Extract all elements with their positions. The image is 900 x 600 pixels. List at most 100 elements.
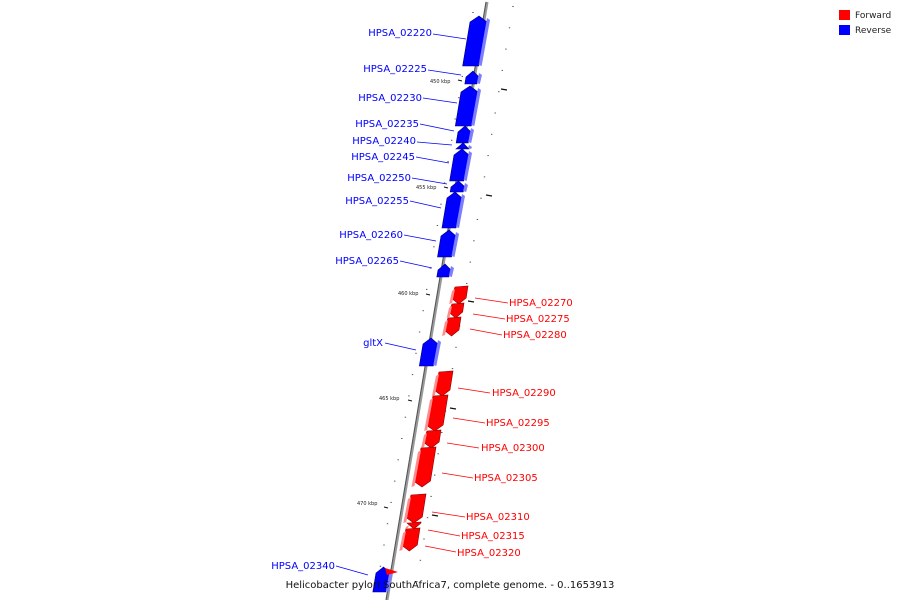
gene-name: HPSA_02265: [335, 256, 399, 267]
gene-features: [372, 15, 490, 593]
gene-feature-hpsa-02240[interactable]: [455, 142, 470, 150]
gene-name: HPSA_02320: [457, 548, 521, 559]
minor-tick: [423, 538, 425, 540]
gene-name: HPSA_02245: [351, 152, 415, 163]
minor-tick: [379, 565, 382, 567]
minor-tick: [451, 139, 453, 141]
gene-name: HPSA_02255: [345, 196, 409, 207]
gene-label-hpsa-02300[interactable]: HPSA_02300: [446, 442, 545, 454]
gene-label-hpsa-02290[interactable]: HPSA_02290: [457, 387, 556, 399]
gene-feature-hpsa-02265[interactable]: [436, 263, 452, 278]
gene-label-hpsa-02265[interactable]: HPSA_02265: [335, 256, 433, 269]
gene-feature-shade: [468, 128, 474, 143]
gene-feature-shade: [404, 525, 409, 529]
legend-label-reverse: Reverse: [855, 26, 892, 36]
gene-label-hpsa-02225[interactable]: HPSA_02225: [363, 64, 462, 76]
minor-tick: [473, 240, 475, 242]
minor-tick: [443, 182, 446, 184]
gene-feature-shade: [441, 320, 448, 336]
minor-tick: [430, 495, 432, 497]
gene-feature-hpsa-02245[interactable]: [449, 148, 470, 182]
gene-label-hpsa-02320[interactable]: HPSA_02320: [424, 545, 521, 559]
partial-forward-feature: [385, 568, 398, 575]
minor-tick: [437, 453, 439, 455]
gene-feature-gltx[interactable]: [418, 337, 439, 367]
minor-tick: [451, 368, 454, 370]
tick-label: 470 kbp: [357, 501, 377, 507]
minor-tick: [441, 432, 443, 433]
minor-tick: [418, 331, 421, 333]
gene-label-hpsa-02295[interactable]: HPSA_02295: [452, 417, 550, 429]
minor-tick: [404, 416, 407, 418]
gene-name: HPSA_02290: [492, 388, 556, 399]
gene-label-hpsa-02245[interactable]: HPSA_02245: [351, 152, 450, 164]
gene-label-hpsa-02270[interactable]: HPSA_02270: [474, 297, 573, 309]
gene-feature-hpsa-02260[interactable]: [437, 229, 457, 258]
gene-feature-hpsa-02225[interactable]: [464, 70, 480, 85]
legend: Forward Reverse: [839, 10, 892, 36]
gene-feature-shade: [449, 289, 455, 304]
gene-name: gltX: [363, 338, 383, 349]
legend-item-reverse[interactable]: Reverse: [839, 25, 892, 36]
gene-feature-hpsa-02315[interactable]: [406, 521, 422, 530]
gene-label-hpsa-02260[interactable]: HPSA_02260: [339, 230, 437, 242]
minor-tick: [494, 112, 496, 114]
gene-label-hpsa-02220[interactable]: HPSA_02220: [368, 28, 467, 40]
gene-feature-shade: [448, 266, 454, 277]
gene-label-hpsa-02275[interactable]: HPSA_02275: [472, 313, 570, 325]
gene-label-hpsa-02305[interactable]: HPSA_02305: [441, 472, 538, 484]
gene-label-hpsa-02250[interactable]: HPSA_02250: [347, 173, 448, 185]
gene-feature-hpsa-02250[interactable]: [449, 180, 466, 193]
minor-tick: [447, 161, 449, 163]
gene-labels: HPSA_02220 HPSA_02225 HPSA_02230 HPSA_02…: [271, 28, 573, 576]
minor-tick: [408, 395, 410, 397]
gene-name: HPSA_02230: [358, 93, 422, 104]
minor-tick: [461, 75, 463, 77]
gene-label-hpsa-02310[interactable]: HPSA_02310: [431, 511, 530, 523]
tick-label: 450 kbp: [430, 79, 450, 85]
gene-name: HPSA_02280: [503, 330, 567, 341]
minor-ticks: [376, 6, 514, 589]
legend-label-forward: Forward: [855, 11, 891, 21]
tick-label: 465 kbp: [379, 396, 399, 402]
minor-tick: [416, 581, 418, 583]
gene-label-hpsa-02280[interactable]: HPSA_02280: [469, 328, 567, 341]
gene-name: HPSA_02235: [355, 119, 419, 130]
gene-feature-shade: [446, 306, 452, 318]
gene-feature-shade: [451, 232, 459, 257]
gene-feature-shade: [476, 73, 482, 84]
gene-label-hpsa-02315[interactable]: HPSA_02315: [427, 529, 525, 542]
minor-tick: [469, 261, 471, 263]
gene-feature-hpsa-02230[interactable]: [454, 85, 479, 127]
gene-feature-shade: [467, 145, 472, 149]
minor-tick: [436, 225, 439, 226]
tick-450kbp: 450 kbp: [430, 79, 508, 91]
gene-label-hpsa-02230[interactable]: HPSA_02230: [358, 93, 458, 104]
gene-feature-shade: [424, 398, 433, 431]
minor-tick: [434, 474, 436, 476]
minor-tick: [433, 246, 435, 248]
gene-label-gltx[interactable]: gltX: [363, 338, 417, 351]
gene-label-hpsa-02255[interactable]: HPSA_02255: [345, 196, 442, 209]
gene-label-hpsa-02235[interactable]: HPSA_02235: [355, 119, 455, 132]
gene-name: HPSA_02310: [466, 512, 530, 523]
minor-tick: [476, 219, 479, 220]
gene-feature-hpsa-02300[interactable]: [422, 429, 442, 449]
gene-name: HPSA_02300: [481, 443, 545, 454]
gene-feature-hpsa-02235[interactable]: [455, 125, 472, 144]
minor-tick: [458, 97, 460, 99]
gene-feature-hpsa-02255[interactable]: [441, 191, 463, 229]
gene-label-hpsa-02340[interactable]: HPSA_02340: [271, 561, 369, 576]
minor-tick: [491, 133, 493, 135]
gene-name: HPSA_02295: [486, 418, 550, 429]
gene-name: HPSA_02260: [339, 230, 403, 241]
minor-tick: [480, 197, 482, 199]
minor-tick: [394, 480, 396, 482]
legend-item-forward[interactable]: Forward: [839, 10, 891, 21]
minor-tick: [505, 48, 507, 50]
tick-470kbp: 470 kbp: [357, 501, 439, 517]
gene-label-hpsa-02240[interactable]: HPSA_02240: [352, 136, 453, 147]
gene-feature-shade: [431, 374, 439, 396]
tick-465kbp: 465 kbp: [379, 396, 457, 410]
